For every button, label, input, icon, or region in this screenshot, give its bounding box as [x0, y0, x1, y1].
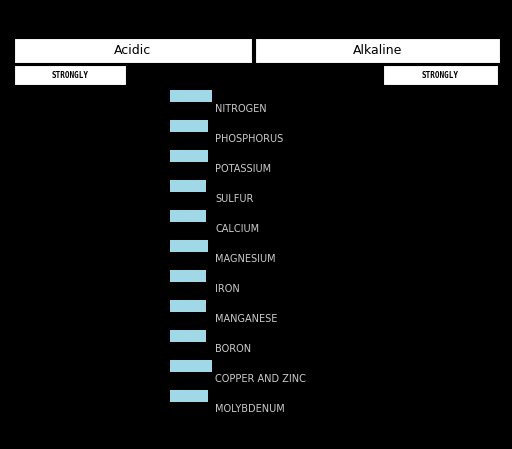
Text: Acidic: Acidic: [114, 44, 152, 57]
Text: SULFUR: SULFUR: [215, 194, 253, 204]
Bar: [170, 210, 206, 222]
Text: CALCIUM: CALCIUM: [215, 224, 259, 234]
Bar: [14, 65, 126, 85]
Bar: [170, 330, 206, 342]
Text: COPPER AND ZINC: COPPER AND ZINC: [215, 374, 306, 384]
Bar: [255, 38, 500, 63]
Bar: [170, 120, 208, 132]
Bar: [170, 300, 206, 312]
Bar: [170, 360, 212, 372]
Bar: [170, 90, 212, 102]
Text: IRON: IRON: [215, 284, 240, 294]
Text: NITROGEN: NITROGEN: [215, 104, 267, 114]
Text: STRONGLY: STRONGLY: [422, 70, 459, 79]
Bar: [170, 180, 206, 192]
Bar: [170, 390, 208, 402]
Text: BORON: BORON: [215, 344, 251, 354]
Bar: [170, 150, 208, 162]
Bar: [170, 270, 206, 282]
Bar: [14, 38, 252, 63]
Bar: [170, 240, 208, 252]
Text: Alkaline: Alkaline: [353, 44, 402, 57]
Text: MOLYBDENUM: MOLYBDENUM: [215, 404, 285, 414]
Bar: [383, 65, 498, 85]
Text: PHOSPHORUS: PHOSPHORUS: [215, 134, 283, 144]
Text: MANGANESE: MANGANESE: [215, 314, 278, 324]
Text: POTASSIUM: POTASSIUM: [215, 164, 271, 174]
Text: MAGNESIUM: MAGNESIUM: [215, 254, 275, 264]
Text: STRONGLY: STRONGLY: [52, 70, 89, 79]
